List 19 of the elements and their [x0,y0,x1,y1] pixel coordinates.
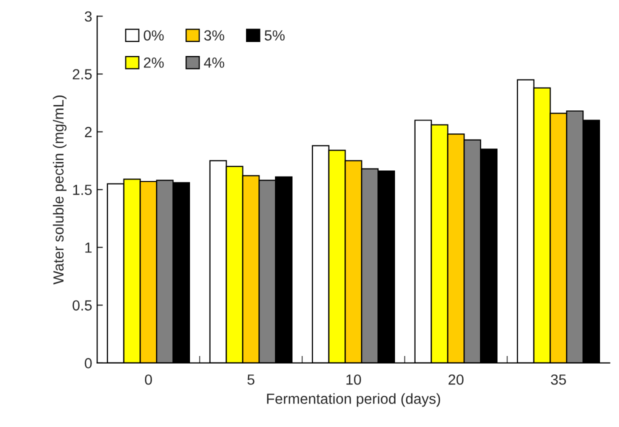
x-tick-label: 35 [550,374,566,385]
y-tick-label: 1.5 [73,184,92,196]
y-tick-label: 1 [85,242,92,253]
x-tick-label: 0 [144,374,152,385]
x-tick-label: 5 [247,374,254,385]
legend-label: 0% [144,30,164,41]
x-tick-label: 10 [346,374,361,385]
y-tick-label: 2 [84,126,92,138]
x-axis-title: Fermentation period (days) [267,393,440,407]
y-tick-label: 0 [84,358,92,368]
legend-label: 3% [204,30,224,41]
y-tick-label: 2.5 [72,69,92,80]
legend-label: 5% [264,30,285,41]
y-tick-label: 0.5 [72,300,92,311]
y-axis-title: Water soluble pectin (mg/mL) [52,96,66,284]
y-tick-label: 3 [84,11,92,22]
legend-label: 4% [204,58,224,68]
legend-label: 2% [144,57,164,68]
x-tick-label: 20 [448,374,464,385]
